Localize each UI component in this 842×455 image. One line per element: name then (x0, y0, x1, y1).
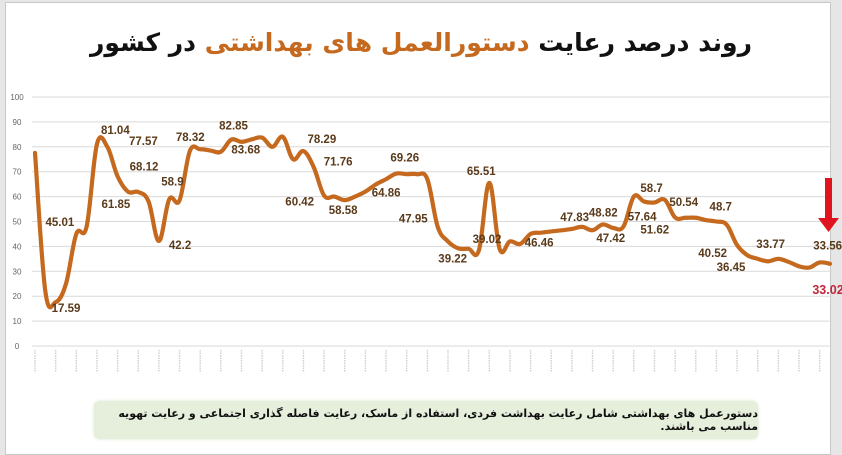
data-label: 42.2 (169, 240, 191, 252)
y-tick-label: 0 (15, 342, 20, 351)
data-label: 60.42 (285, 197, 314, 209)
data-label: 48.82 (589, 207, 618, 219)
footnote-text: دستورعمل های بهداشتی شامل رعایت بهداشت ف… (118, 407, 758, 433)
data-label: 81.04 (101, 125, 130, 137)
data-label: 17.59 (52, 303, 81, 315)
y-tick-label: 20 (13, 292, 22, 301)
data-label: 77.57 (129, 136, 158, 148)
data-label: 47.42 (596, 233, 625, 245)
data-label: 39.02 (473, 234, 502, 246)
y-tick-label: 80 (13, 143, 22, 152)
data-label: 50.54 (669, 197, 698, 209)
data-label: 45.01 (46, 217, 75, 229)
data-label: 57.64 (628, 211, 657, 223)
data-label: 51.62 (640, 224, 669, 236)
data-label: 33.77 (756, 239, 785, 251)
down-arrow-head-icon (818, 218, 839, 232)
y-tick-label: 70 (13, 168, 22, 177)
y-tick-label: 10 (13, 317, 22, 326)
data-label: 58.9 (161, 176, 183, 188)
y-tick-label: 100 (10, 93, 24, 102)
data-label: 78.29 (307, 134, 336, 146)
title-part1: روند درصد رعایت (529, 28, 752, 57)
chart-frame (5, 2, 831, 455)
data-label: 65.51 (467, 166, 496, 178)
data-label: 33.56 (813, 240, 842, 252)
data-label: 36.45 (717, 262, 746, 274)
data-label: 39.22 (438, 253, 467, 265)
data-label: 64.86 (372, 187, 401, 199)
data-label: 61.85 (101, 199, 130, 211)
data-label: 83.68 (231, 145, 260, 157)
footnote-box: دستورعمل های بهداشتی شامل رعایت بهداشت ف… (94, 401, 758, 439)
data-label: 47.83 (560, 212, 589, 224)
y-tick-label: 50 (13, 218, 22, 227)
data-label: 40.52 (698, 248, 727, 260)
title-highlight: دستورالعمل های بهداشتی (204, 28, 530, 57)
data-label: 48.7 (710, 202, 732, 214)
y-tick-label: 60 (13, 193, 22, 202)
data-label: 68.12 (130, 161, 159, 173)
title-part2: در کشور (90, 28, 205, 57)
data-label: 71.76 (324, 156, 353, 168)
data-label: 69.26 (390, 153, 419, 165)
y-tick-label: 90 (13, 118, 22, 127)
down-arrow-icon (825, 178, 832, 220)
data-line (32, 134, 833, 310)
data-label: 46.46 (525, 237, 554, 249)
chart-title: روند درصد رعایت دستورالعمل های بهداشتی د… (0, 28, 842, 57)
data-label: 78.32 (176, 132, 205, 144)
data-label: 82.85 (219, 121, 248, 133)
y-tick-label: 30 (13, 267, 22, 276)
data-label: 33.02 (812, 283, 842, 297)
data-label: 58.7 (640, 183, 662, 195)
y-tick-label: 40 (13, 242, 22, 251)
data-label: 58.58 (329, 205, 358, 217)
data-label: 47.95 (399, 214, 428, 226)
